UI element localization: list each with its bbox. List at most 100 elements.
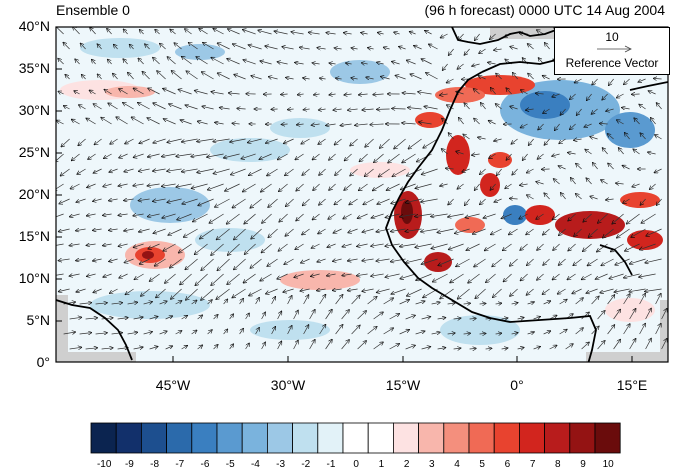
- wind-vector-arrow: [601, 180, 608, 185]
- wind-vector-arrow: [260, 61, 272, 65]
- wind-vector-arrow: [625, 243, 640, 251]
- wind-vector-arrow: [123, 59, 128, 65]
- wind-vector-arrow: [438, 258, 454, 266]
- wind-vector-arrow: [450, 273, 464, 283]
- wind-vector-arrow: [148, 213, 160, 217]
- wind-vector-arrow: [485, 348, 492, 349]
- wind-vector-arrow: [440, 94, 448, 95]
- wind-vector-arrow: [329, 94, 336, 95]
- wind-vector-arrow: [181, 346, 188, 350]
- wind-vector-arrow: [232, 123, 240, 124]
- wind-vector-arrow: [203, 43, 214, 50]
- wind-vector-arrow: [318, 138, 326, 144]
- wind-vector-arrow: [559, 300, 567, 305]
- wind-vector-arrow: [336, 78, 342, 79]
- wind-vector-arrow: [208, 183, 224, 190]
- wind-vector-arrow: [317, 48, 326, 49]
- wind-vector-arrow: [593, 163, 598, 170]
- wind-vector-arrow: [303, 109, 310, 110]
- wind-vector-arrow: [415, 301, 425, 305]
- wind-vector-arrow: [211, 92, 224, 94]
- wind-vector-arrow: [267, 168, 278, 176]
- wind-vector-arrow: [197, 345, 203, 350]
- wind-vector-arrow: [457, 63, 464, 69]
- lat-label-10n: 10°N: [18, 270, 50, 286]
- wind-vector-arrow: [362, 289, 374, 291]
- wind-vector-arrow: [373, 312, 384, 320]
- wind-vector-arrow: [362, 259, 374, 261]
- wind-vector-arrow: [185, 29, 192, 35]
- wind-vector-arrow: [400, 243, 416, 247]
- wind-vector-arrow: [511, 333, 518, 334]
- wind-vector-arrow: [373, 183, 384, 191]
- wind-vector-arrow: [329, 63, 336, 64]
- wind-vector-arrow: [131, 117, 144, 125]
- wind-vector-arrow: [466, 243, 480, 250]
- wind-vector-arrow: [544, 193, 550, 200]
- wind-vector-arrow: [163, 89, 176, 95]
- wind-vector-arrow: [576, 164, 582, 170]
- wind-vector-arrow: [645, 338, 652, 350]
- wind-vector-arrow: [277, 273, 288, 279]
- wind-vector-arrow: [377, 288, 390, 293]
- wind-vector-arrow: [149, 317, 158, 320]
- wind-vector-arrow: [447, 303, 455, 304]
- wind-vector-arrow: [143, 302, 153, 304]
- wind-vector-arrow: [70, 213, 80, 217]
- wind-vector-arrow: [395, 75, 406, 80]
- wind-vector-arrow: [480, 198, 486, 205]
- wind-vector-arrow: [453, 348, 461, 349]
- wind-vector-arrow: [529, 138, 534, 145]
- wind-vector-arrow: [119, 89, 128, 95]
- wind-vector-arrow: [261, 243, 272, 253]
- axis-ticks: [56, 26, 633, 362]
- wind-vector-arrow: [362, 228, 374, 232]
- wind-vector-arrow: [405, 345, 416, 350]
- wind-vector-arrow: [575, 298, 584, 305]
- wind-vector-arrow: [600, 288, 614, 293]
- wind-vector-arrow: [179, 243, 192, 253]
- lat-label-30n: 30°N: [18, 102, 50, 118]
- wind-vector-arrow: [317, 258, 326, 262]
- wind-vector-arrow: [302, 228, 310, 235]
- wind-vector-arrow: [297, 124, 304, 125]
- wind-vector-arrow: [92, 60, 96, 65]
- wind-vector-arrow: [603, 228, 614, 238]
- wind-vector-arrow: [448, 198, 454, 205]
- wind-vector-arrow: [574, 139, 582, 140]
- wind-vector-arrow: [520, 184, 528, 185]
- wind-vector-arrow: [377, 198, 390, 204]
- wind-vector-arrow: [124, 258, 134, 263]
- wind-vector-arrow: [311, 243, 320, 248]
- wind-vector-arrow: [251, 76, 262, 80]
- wind-vector-arrow: [494, 49, 502, 50]
- wind-vector-arrow: [234, 228, 246, 240]
- wind-vector-arrow: [82, 75, 86, 80]
- wind-vector-arrow: [63, 332, 76, 334]
- wind-vector-arrow: [595, 273, 608, 279]
- wind-vector-arrow: [385, 273, 400, 277]
- wind-vector-arrow: [69, 244, 80, 246]
- wind-vector-arrow: [494, 139, 502, 141]
- wind-vector-arrow: [421, 317, 431, 319]
- wind-vector-arrow: [193, 213, 208, 222]
- wind-vector-arrow: [300, 47, 310, 49]
- wind-vector-arrow: [421, 198, 438, 202]
- lat-label-5n: 5°N: [26, 312, 51, 328]
- wind-vector-arrow: [239, 299, 244, 305]
- wind-vector-arrow: [521, 123, 528, 128]
- wind-vector-arrow: [392, 109, 406, 110]
- wind-vector-arrow: [109, 199, 118, 201]
- wind-vector-arrow: [199, 29, 208, 35]
- wind-vector-arrow: [93, 104, 102, 110]
- wind-vector-arrow: [478, 76, 486, 80]
- wind-vector-arrow: [57, 120, 64, 125]
- wind-vector-arrow: [616, 183, 624, 184]
- wind-vector-arrow: [113, 74, 118, 80]
- wind-vector-arrow: [286, 198, 294, 206]
- wind-vector-arrow: [567, 273, 576, 280]
- wind-vector-arrow: [549, 345, 557, 350]
- wind-vector-arrow: [488, 121, 496, 125]
- wind-vector-arrow: [527, 302, 535, 304]
- wind-vector-arrow: [657, 198, 662, 205]
